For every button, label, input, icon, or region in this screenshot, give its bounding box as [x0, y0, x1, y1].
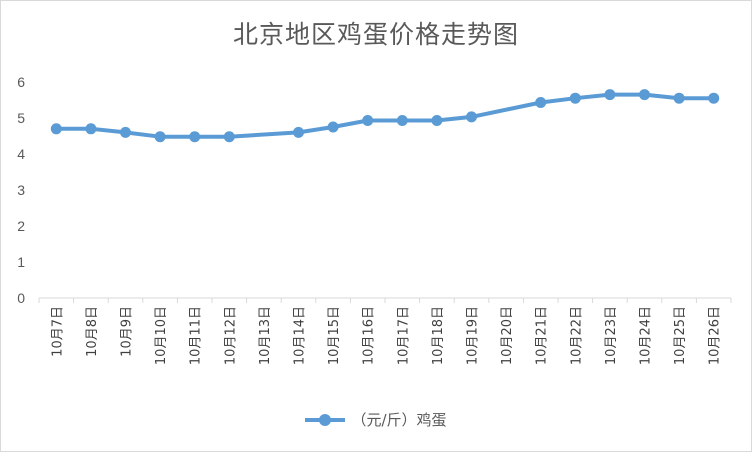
x-tick-label: 10月22日 [569, 306, 584, 365]
x-tick-label: 10月14日 [293, 306, 308, 365]
data-point [639, 89, 650, 101]
x-tick-label: 10月19日 [466, 306, 481, 365]
y-tick-label: 1 [17, 254, 25, 270]
x-tick-label: 10月18日 [431, 306, 446, 365]
data-point [189, 131, 201, 143]
series-line [54, 92, 716, 139]
data-point [396, 115, 408, 127]
x-tick-label: 10月11日 [189, 306, 204, 365]
x-tick-label: 10月20日 [500, 306, 515, 365]
y-tick-label: 3 [17, 182, 25, 198]
data-point [673, 92, 685, 104]
data-point [708, 92, 720, 104]
chart-title: 北京地区鸡蛋价格走势图 [232, 20, 519, 49]
x-tick-label: 10月24日 [639, 306, 654, 365]
x-tick-label: 10月10日 [154, 306, 169, 365]
data-point [120, 126, 131, 138]
data-point [569, 92, 581, 104]
data-point [50, 123, 62, 135]
y-tick-label: 5 [17, 110, 25, 126]
legend: （元/斤）鸡蛋 [1, 409, 751, 430]
x-tick-label: 10月17日 [396, 306, 411, 365]
y-tick-label: 2 [17, 218, 25, 234]
x-tick-label: 10月7日 [50, 306, 65, 357]
y-tick-label: 4 [17, 146, 25, 162]
data-point [466, 111, 477, 123]
x-tick-label: 10月21日 [535, 306, 550, 365]
data-point [223, 131, 235, 143]
data-point [604, 89, 616, 101]
x-tick-label: 10月25日 [673, 306, 688, 365]
data-point [362, 115, 374, 127]
x-tick-label: 10月16日 [362, 306, 377, 365]
data-point [535, 97, 547, 109]
y-tick-label: 0 [17, 290, 25, 306]
x-tick-label: 10月9日 [120, 306, 135, 357]
data-point [431, 115, 443, 127]
x-tick-label: 10月15日 [327, 306, 342, 365]
data-point [293, 126, 304, 138]
data-point [327, 121, 339, 133]
data-point [85, 123, 97, 135]
x-tick-label: 10月8日 [85, 306, 100, 357]
x-tick-label: 10月26日 [708, 306, 723, 365]
legend-line-marker-icon [305, 413, 346, 426]
legend-label: （元/斤）鸡蛋 [351, 411, 447, 429]
x-tick-label: 10月12日 [223, 306, 238, 365]
x-tick-label: 10月13日 [258, 306, 273, 365]
y-tick-label: 6 [17, 74, 25, 90]
x-tick-label: 10月23日 [604, 306, 619, 365]
data-point [154, 131, 166, 143]
